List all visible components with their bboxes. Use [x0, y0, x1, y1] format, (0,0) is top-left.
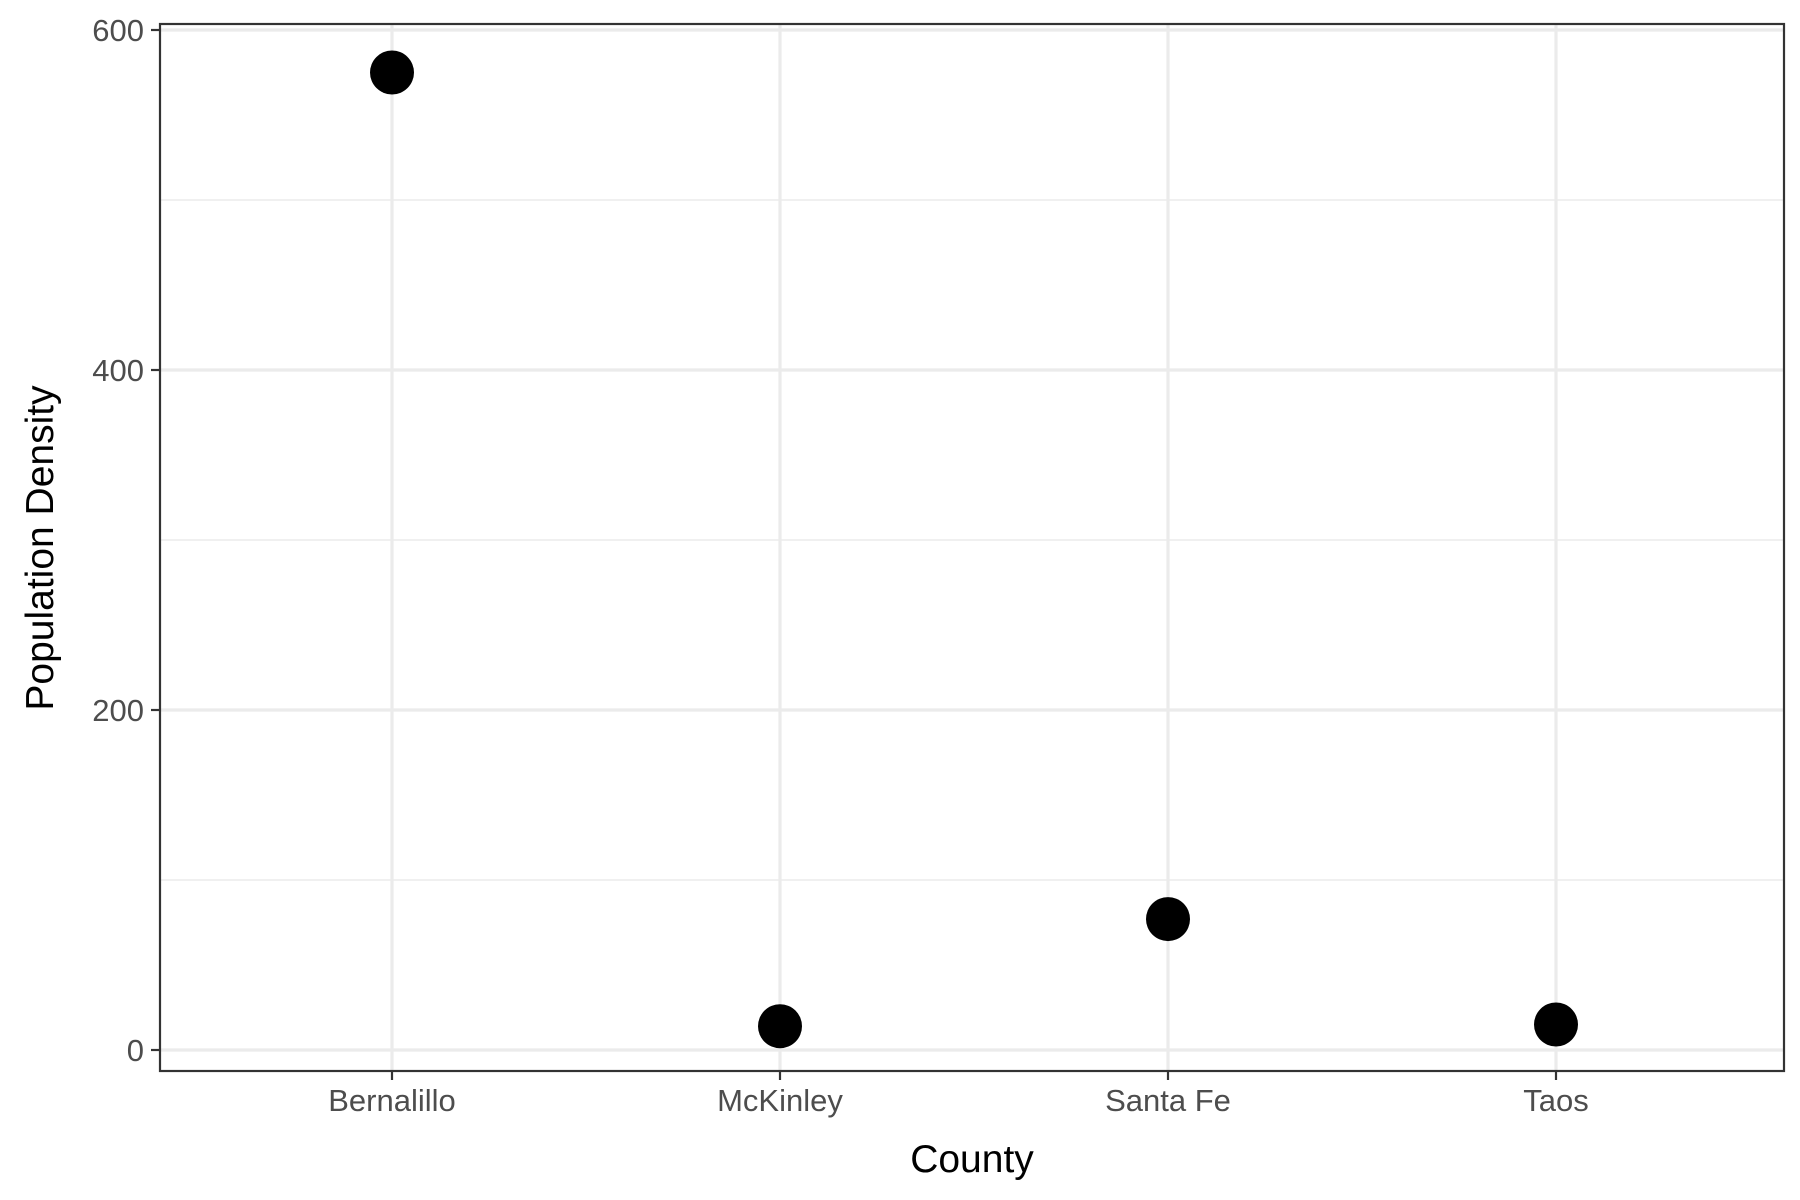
data-point: [1146, 897, 1190, 942]
plot-panel: [160, 24, 1784, 1071]
minor-gridlines: [160, 199, 1784, 881]
x-tick-label: McKinley: [717, 1083, 843, 1118]
data-points: [370, 50, 1578, 1049]
data-point: [370, 50, 414, 95]
x-tick-label: Santa Fe: [1105, 1083, 1231, 1118]
panel-border: [158, 22, 1786, 1073]
x-axis-ticks: Bernalillo McKinley Santa Fe Taos: [328, 1071, 1589, 1118]
y-axis-title: Population Density: [19, 385, 62, 711]
major-gridlines: [160, 24, 1784, 1071]
x-tick-label: Taos: [1523, 1083, 1588, 1118]
y-tick-label: 400: [92, 353, 144, 388]
y-tick-label: 600: [92, 13, 144, 48]
y-tick-label: 0: [127, 1033, 144, 1068]
data-point: [1534, 1002, 1578, 1047]
y-tick-label: 200: [92, 693, 144, 728]
y-axis-ticks: 0 200 400 600: [92, 13, 160, 1068]
x-tick-label: Bernalillo: [328, 1083, 456, 1118]
data-point: [758, 1004, 802, 1049]
x-axis-title: County: [910, 1138, 1034, 1181]
